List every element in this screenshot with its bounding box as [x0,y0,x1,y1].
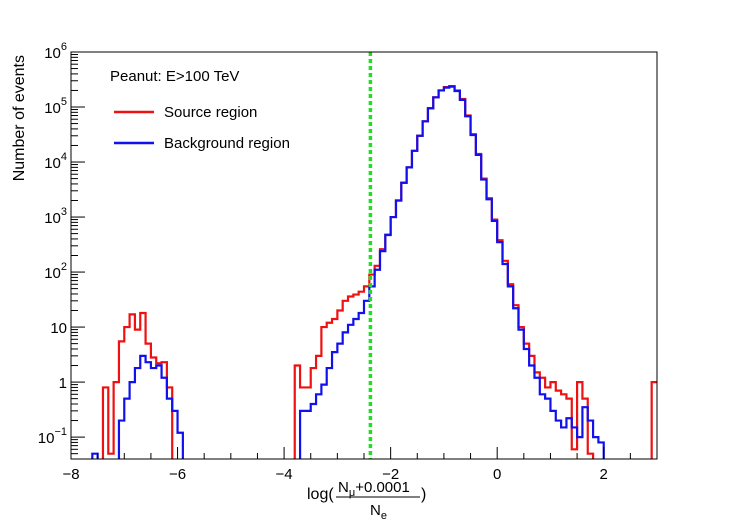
x-label-numerator: Nμ+0.0001 [338,479,410,499]
y-tick-label: 10−1 [38,426,67,447]
x-label-num-main: N [338,479,349,496]
x-label-suffix: ) [421,486,426,503]
y-tick-label: 103 [44,206,67,227]
x-tick-label: 0 [493,466,501,483]
y-tick-label: 10 [50,320,67,337]
series-layer [91,84,657,459]
x-tick-label: −2 [382,466,399,483]
legend-entry-source: Source region [164,104,257,121]
y-axis: 10−1 1 10 102 103 104 105 106 [38,41,85,460]
x-tick-label: −8 [62,466,79,483]
x-label-num-sub: μ [349,487,355,499]
x-label-num-rest: +0.0001 [355,479,410,496]
x-tick-label: 2 [600,466,608,483]
legend-title: Peanut: E>100 TeV [110,68,239,85]
x-axis-label: log( Nμ+0.0001 Ne ) [307,479,426,522]
y-axis-label: Number of events [11,55,28,181]
x-tick-label: −4 [276,466,293,483]
x-tick-label: −6 [169,466,186,483]
x-label-den-main: N [370,502,381,519]
y-tick-label: 105 [44,96,67,117]
x-label-prefix: log( [307,486,334,503]
legend-entry-background: Background region [164,135,290,152]
y-tick-label: 102 [44,261,67,282]
x-label-den-sub: e [381,510,387,522]
y-tick-label: 106 [44,41,67,62]
x-axis: −8 −6 −4 −2 0 2 [62,447,658,483]
y-tick-label: 1 [59,375,67,392]
y-tick-label: 104 [44,151,67,172]
legend: Peanut: E>100 TeV Source region Backgrou… [110,68,290,152]
x-label-denominator: Ne [370,502,387,522]
